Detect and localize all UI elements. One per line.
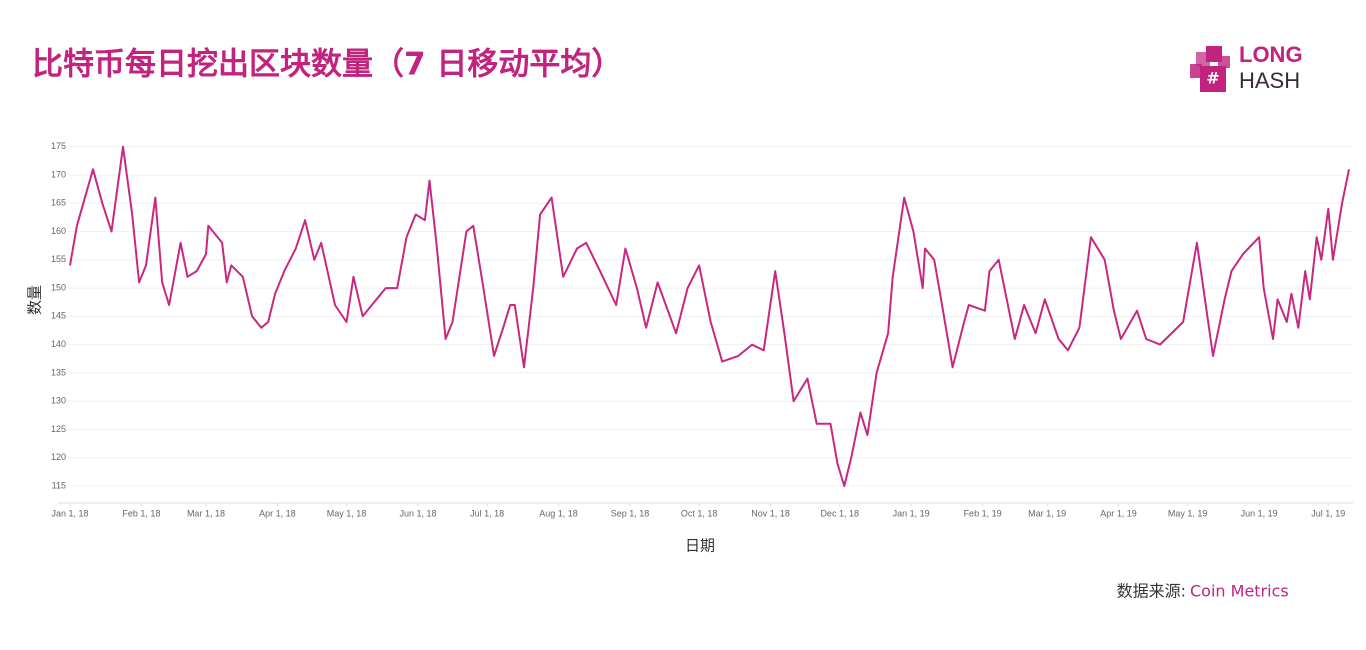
- y-tick-label: 170: [51, 169, 66, 179]
- x-tick-label: Mar 1, 18: [187, 508, 225, 518]
- y-axis-label: 数量: [26, 285, 44, 315]
- y-tick-label: 125: [51, 424, 66, 434]
- chart-title: 比特币每日挖出区块数量（7 日移动平均）: [32, 47, 622, 83]
- x-axis-label: 日期: [685, 537, 715, 555]
- source-label: 数据来源:: [1117, 582, 1186, 601]
- x-tick-label: Jan 1, 18: [51, 508, 88, 518]
- x-tick-label: Aug 1, 18: [539, 508, 578, 518]
- x-tick-label: Apr 1, 18: [259, 508, 296, 518]
- data-line: [69, 145, 1350, 487]
- x-tick-label: Jan 1, 19: [893, 508, 930, 518]
- x-tick-label: Oct 1, 18: [681, 508, 718, 518]
- source: Coin Metrics: [1190, 582, 1289, 601]
- y-tick-label: 155: [51, 254, 66, 264]
- y-tick-label: 175: [51, 141, 66, 151]
- x-tick-label: Mar 1, 19: [1028, 508, 1066, 518]
- x-tick-label: Jul 1, 18: [470, 508, 504, 518]
- x-tick-label: May 1, 19: [1168, 508, 1208, 518]
- y-tick-label: 130: [51, 396, 66, 406]
- x-tick-label: May 1, 18: [327, 508, 367, 518]
- y-tick-label: 140: [51, 339, 66, 349]
- y-tick-label: 135: [51, 367, 66, 377]
- x-tick-label: Feb 1, 19: [964, 508, 1002, 518]
- y-tick-label: 145: [51, 311, 66, 321]
- x-tick-label: Jul 1, 19: [1311, 508, 1345, 518]
- logo-bottom: HASH: [1239, 68, 1300, 93]
- svg-text:#: #: [1206, 69, 1219, 88]
- x-tick-label: Jun 1, 18: [399, 508, 436, 518]
- x-tick-label: Sep 1, 18: [611, 508, 650, 518]
- x-tick-label: Jun 1, 19: [1241, 508, 1278, 518]
- y-tick-label: 120: [51, 452, 66, 462]
- x-tick-label: Dec 1, 18: [820, 508, 859, 518]
- y-tick-label: 165: [51, 198, 66, 208]
- y-tick-label: 160: [51, 226, 66, 236]
- logo: # LONG HASH: [1190, 42, 1303, 93]
- x-tick-label: Nov 1, 18: [751, 508, 790, 518]
- y-tick-label: 150: [51, 282, 66, 292]
- x-tick-label: Apr 1, 19: [1100, 508, 1137, 518]
- y-tick-label: 115: [52, 480, 66, 490]
- logo-top: LONG: [1239, 42, 1303, 67]
- x-tick-label: Feb 1, 18: [122, 508, 160, 518]
